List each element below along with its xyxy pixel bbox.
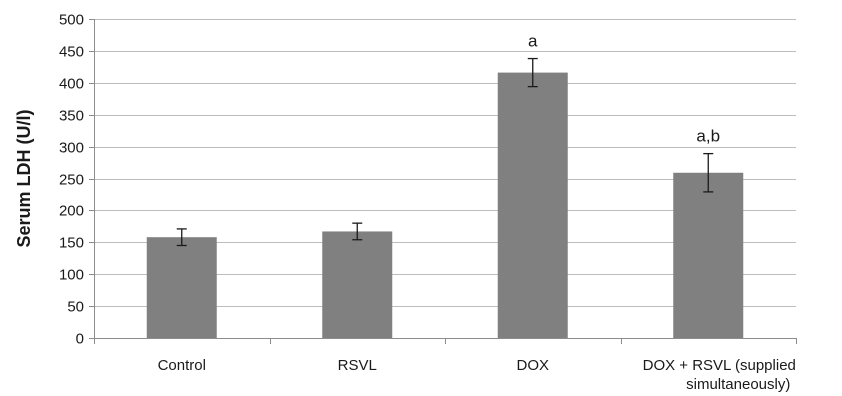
y-tick-label: 100	[59, 267, 84, 284]
y-tick-label: 200	[59, 203, 84, 220]
x-tick-label: DOX	[516, 357, 549, 374]
significance-annotations: a a,b	[528, 32, 720, 146]
y-tick-label: 250	[59, 172, 84, 189]
y-tick-label: 450	[59, 44, 84, 61]
bar	[146, 237, 217, 338]
y-tick-labels: 0 50 100 150 200 250 300 350 400 450 500	[59, 12, 84, 348]
x-tick-label: Control	[158, 357, 206, 374]
y-axis-label: Serum LDH (U/l)	[14, 109, 34, 247]
y-tick-label: 50	[67, 299, 84, 316]
bar	[322, 231, 393, 338]
y-tick-label: 0	[76, 331, 84, 348]
x-tick-label: RSVL	[338, 357, 377, 374]
y-tick-label: 150	[59, 235, 84, 252]
significance-label: a,b	[696, 127, 720, 146]
significance-label: a	[528, 32, 538, 51]
y-tick-label: 500	[59, 12, 84, 29]
x-tick-label: DOX + RSVL (supplied simultaneously)	[643, 357, 796, 393]
x-tick-labels: Control RSVL DOX DOX + RSVL (supplied simult…	[158, 357, 796, 393]
y-tick-label: 350	[59, 108, 84, 125]
bars	[146, 72, 744, 338]
y-tick-label: 300	[59, 140, 84, 157]
y-tick-label: 400	[59, 76, 84, 93]
error-bars	[176, 57, 714, 247]
bar	[673, 172, 744, 338]
bar	[497, 72, 568, 338]
axes	[89, 19, 797, 344]
